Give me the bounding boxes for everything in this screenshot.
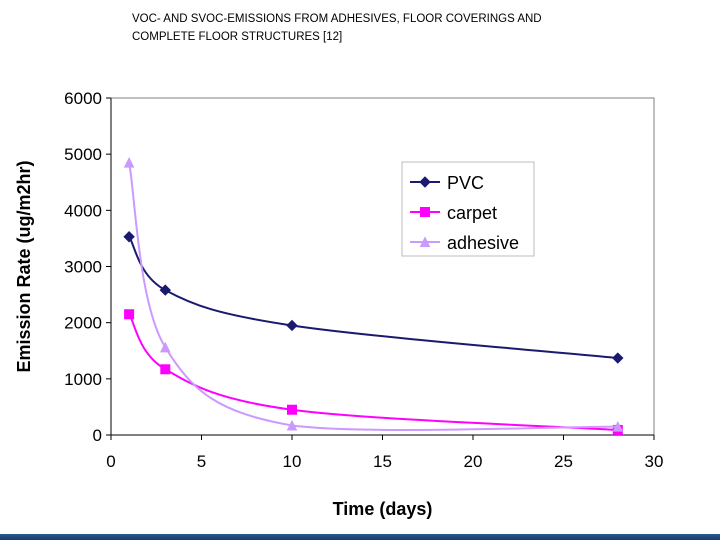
series-line-adhesive <box>128 162 618 431</box>
data-point-adhesive <box>123 156 135 168</box>
y-tick-label: 5000 <box>64 145 102 164</box>
data-point-adhesive <box>286 419 298 431</box>
legend-label-adhesive: adhesive <box>447 233 519 253</box>
x-tick-label: 5 <box>197 452 206 471</box>
legend-marker-carpet <box>420 207 430 217</box>
data-point-pvc <box>612 352 624 364</box>
data-point-pvc <box>159 284 172 296</box>
slide-title-line-1: VOC- AND SVOC-EMISSIONS FROM ADHESIVES, … <box>132 13 542 25</box>
x-tick-label: 0 <box>106 452 115 471</box>
legend-marker-pvc <box>419 176 431 188</box>
data-point-adhesive <box>159 341 171 353</box>
slide-title-line-2: COMPLETE FLOOR STRUCTURES [12] <box>132 31 343 43</box>
x-tick-label: 10 <box>283 452 302 471</box>
x-axis-title: Time (days) <box>333 499 433 519</box>
data-point-pvc <box>123 231 135 243</box>
x-tick-label: 25 <box>554 452 573 471</box>
y-tick-label: 4000 <box>64 201 102 220</box>
data-point-adhesive <box>612 420 624 432</box>
series-line-pvc <box>128 236 618 360</box>
slide-bottom-bar <box>0 534 720 540</box>
y-tick-label: 6000 <box>64 89 102 108</box>
y-tick-label: 0 <box>93 426 102 445</box>
data-point-carpet <box>160 364 171 375</box>
legend-label-carpet: carpet <box>447 203 497 223</box>
data-point-pvc <box>286 319 298 332</box>
x-tick-label: 30 <box>645 452 664 471</box>
data-point-carpet <box>287 404 297 415</box>
y-axis-title: Emission Rate (ug/m2hr) <box>14 160 34 372</box>
series-line-carpet <box>128 313 618 431</box>
legend-marker-adhesive <box>419 236 431 247</box>
y-tick-label: 3000 <box>64 258 102 277</box>
data-point-carpet <box>124 309 135 320</box>
y-tick-label: 2000 <box>64 314 102 333</box>
x-tick-label: 15 <box>373 452 392 471</box>
y-tick-label: 1000 <box>64 370 102 389</box>
x-tick-label: 20 <box>464 452 483 471</box>
slide-title: VOC- AND SVOC-EMISSIONS FROM ADHESIVES, … <box>132 10 692 46</box>
legend-label-pvc: PVC <box>447 173 484 193</box>
